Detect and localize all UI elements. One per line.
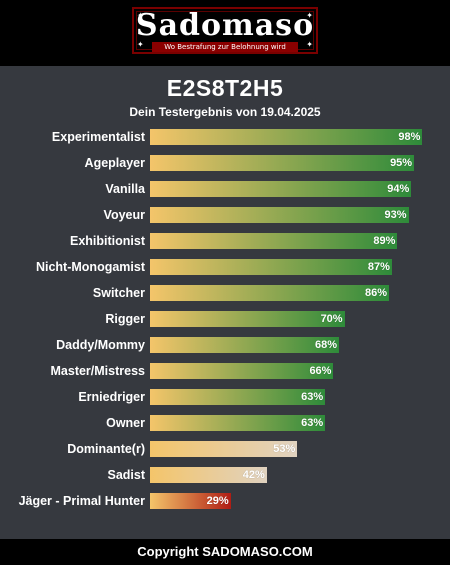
- bar-label: Erniedriger: [78, 390, 145, 404]
- site-logo[interactable]: ✦ ✦ ✦ ✦ Sadomaso Wo Bestrafung zur Beloh…: [132, 7, 318, 54]
- result-bar: 63%: [150, 389, 326, 405]
- bar-value-label: 68%: [315, 339, 338, 351]
- bar-label: Vanilla: [105, 182, 145, 196]
- ornament-icon: ✦: [306, 40, 313, 49]
- bar-label: Daddy/Mommy: [56, 338, 145, 352]
- bar-value-label: 63%: [301, 391, 324, 403]
- bar-value-label: 53%: [273, 443, 296, 455]
- result-bar: 95%: [150, 155, 415, 171]
- ornament-icon: ✦: [137, 11, 144, 20]
- bar-label: Nicht-Monogamist: [35, 260, 145, 274]
- result-bar: 87%: [150, 259, 392, 275]
- result-panel: E2S8T2H5 Dein Testergebnis von 19.04.202…: [0, 66, 450, 539]
- bar-label: Ageplayer: [84, 156, 145, 170]
- site-footer: Copyright SADOMASO.COM: [0, 539, 450, 565]
- bar-label: Rigger: [105, 312, 145, 326]
- bar-label: Master/Mistress: [50, 364, 146, 378]
- logo-wordmark: Sadomaso: [135, 8, 315, 43]
- site-header: ✦ ✦ ✦ ✦ Sadomaso Wo Bestrafung zur Beloh…: [0, 0, 450, 66]
- bar-value-label: 89%: [373, 235, 396, 247]
- result-bar: 89%: [150, 233, 398, 249]
- ornament-icon: ✦: [137, 40, 144, 49]
- bar-value-label: 98%: [398, 131, 421, 143]
- result-bar: 70%: [150, 311, 345, 327]
- result-bar: 98%: [150, 129, 423, 145]
- bar-label: Voyeur: [103, 208, 145, 222]
- bar-label: Experimentalist: [51, 130, 145, 144]
- bar-label: Jäger - Primal Hunter: [18, 494, 145, 508]
- result-bar: 29%: [150, 493, 231, 509]
- result-bar: 63%: [150, 415, 326, 431]
- result-bar: 68%: [150, 337, 340, 353]
- bar-value-label: 66%: [309, 365, 332, 377]
- bar-label: Sadist: [107, 468, 145, 482]
- logo-tagline: Wo Bestrafung zur Belohnung wird: [152, 42, 298, 52]
- result-bar: 94%: [150, 181, 412, 197]
- bar-value-label: 42%: [242, 469, 265, 481]
- bar-label: Owner: [106, 416, 145, 430]
- result-bar: 53%: [150, 441, 298, 457]
- bar-value-label: 29%: [206, 495, 229, 507]
- result-bar: 93%: [150, 207, 409, 223]
- result-title: E2S8T2H5: [166, 75, 284, 101]
- bar-value-label: 95%: [390, 157, 413, 169]
- bar-label: Switcher: [92, 286, 145, 300]
- result-bar: 66%: [150, 363, 334, 379]
- result-subtitle: Dein Testergebnis von 19.04.2025: [129, 105, 321, 119]
- bar-value-label: 87%: [367, 261, 390, 273]
- copyright-text: Copyright SADOMASO.COM: [137, 544, 313, 559]
- bar-value-label: 93%: [384, 209, 407, 221]
- bar-label: Dominante(r): [67, 442, 145, 456]
- bar-value-label: 70%: [320, 313, 343, 325]
- bar-label: Exhibitionist: [70, 234, 145, 248]
- result-bar-chart: Experimentalist 98% Ageplayer 95% Vanilla 94%…: [0, 66, 450, 539]
- bar-value-label: 86%: [365, 287, 388, 299]
- result-bar: 42%: [150, 467, 267, 483]
- bar-value-label: 63%: [301, 417, 324, 429]
- bar-value-label: 94%: [387, 183, 410, 195]
- ornament-icon: ✦: [306, 11, 313, 20]
- result-bar: 86%: [150, 285, 390, 301]
